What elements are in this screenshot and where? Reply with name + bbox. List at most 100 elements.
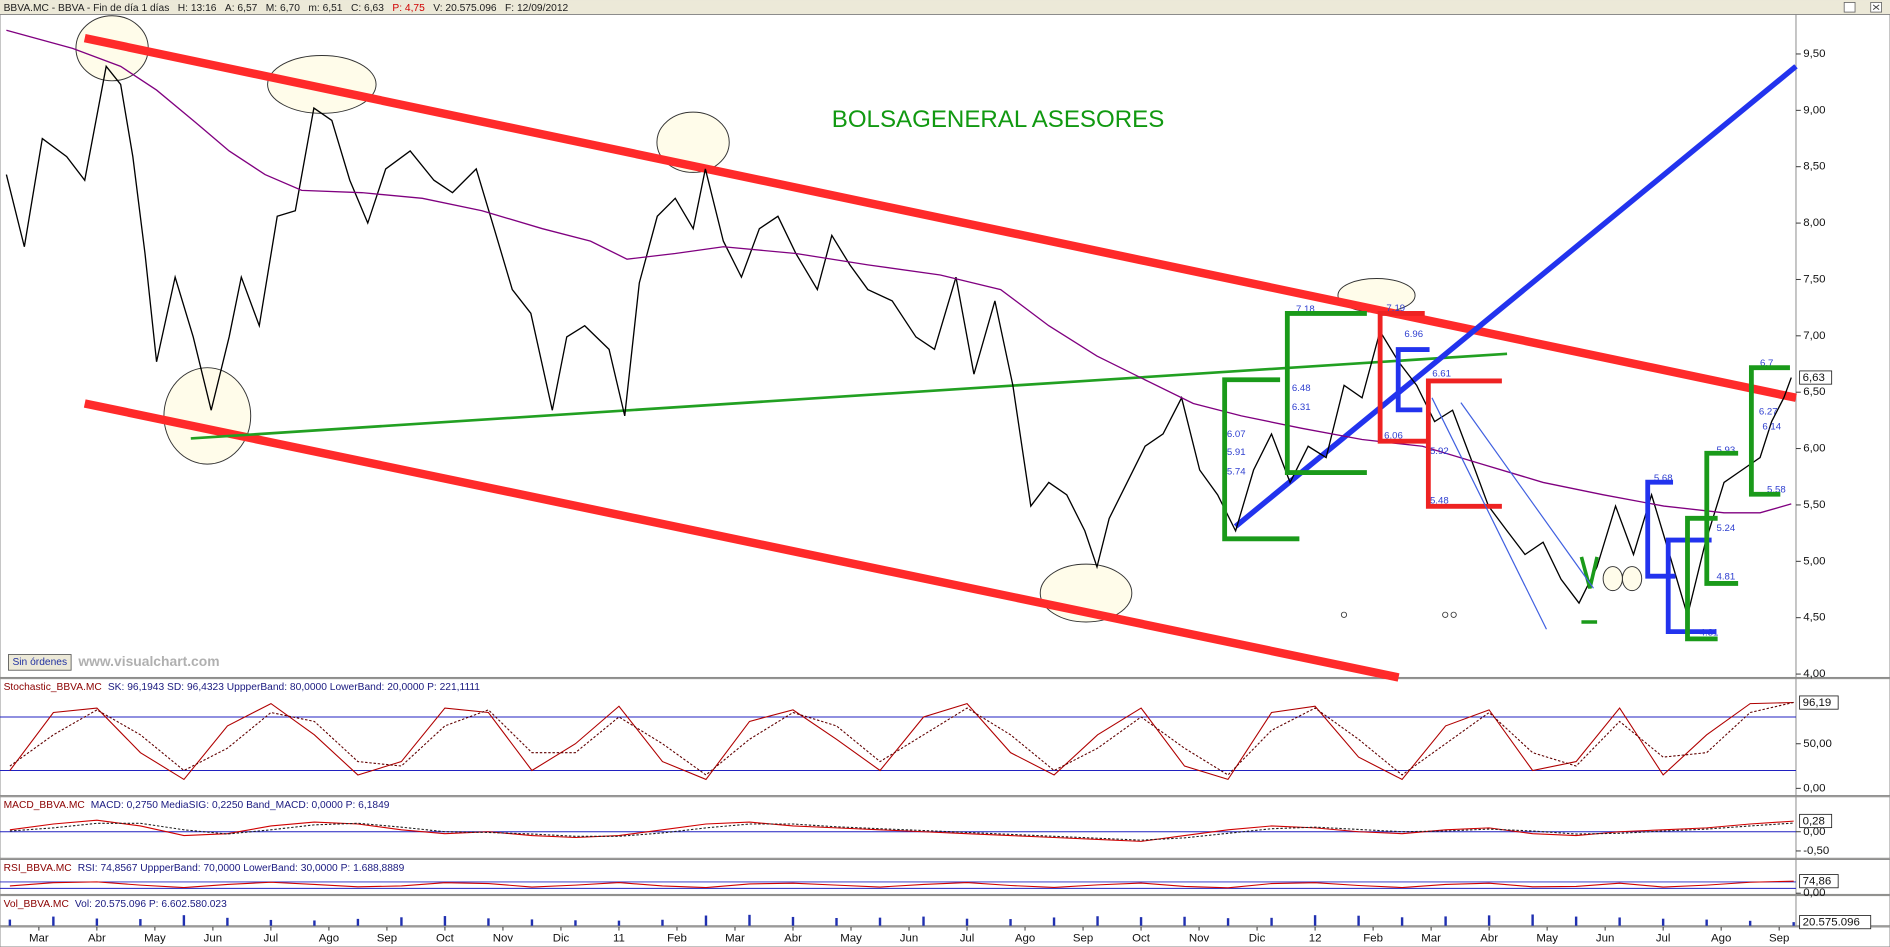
header-item: M: 6,70 [266, 3, 300, 14]
volume-bar [313, 920, 316, 926]
orders-button[interactable] [8, 654, 72, 671]
x-tick-label: Jun [1596, 932, 1614, 944]
volume-bar [1705, 919, 1708, 926]
stochastic-panel [0, 678, 1797, 797]
x-tick-label: Jul [264, 932, 279, 944]
channel-lines [1431, 397, 1594, 630]
volume-bar [8, 919, 12, 926]
price-axis [1795, 14, 1890, 678]
level-label: 5.24 [1717, 523, 1736, 534]
highlight-ellipses [75, 15, 1643, 623]
x-tick-label: Jun [900, 932, 918, 944]
volume-bar [1313, 915, 1317, 926]
header-item: V: 20.575.096 [433, 3, 497, 14]
circle [1442, 611, 1449, 618]
x-tick-label: Ago [1015, 932, 1035, 944]
blue-bracket [1395, 347, 1430, 413]
x-tick-label: Oct [436, 932, 455, 944]
panel-title: Vol_BBVA.MC Vol: 20.575.096 P: 6.602.580.… [4, 899, 228, 910]
volume-bar [530, 919, 534, 926]
green-bracket [1222, 377, 1300, 542]
trend-line [83, 399, 1400, 682]
y-tick-label: 9,50 [1803, 48, 1825, 60]
level-label: 7.18 [1296, 304, 1315, 315]
level-label: 5.92 [1430, 446, 1449, 457]
level-label: 6.61 [1432, 368, 1451, 379]
header-item: F: 12/09/2012 [505, 3, 568, 14]
level-label: 5.74 [1227, 466, 1246, 477]
volume-bar [1052, 917, 1056, 926]
blue-bracket [1645, 479, 1676, 579]
y-tick-label: 0,00 [1803, 887, 1825, 899]
green-bracket [1685, 515, 1718, 642]
volume-bar [1009, 919, 1012, 926]
y-tick-label: 4,00 [1803, 668, 1825, 680]
panel-values: MACD: 0,2750 MediaSIG: 0,2250 Band_MACD:… [91, 800, 390, 811]
x-tick-label: Dic [553, 932, 570, 944]
header-item: A: 6,57 [225, 3, 258, 14]
volume-bar [1096, 916, 1099, 926]
data-layer: 4,00 4,50 5,00 5,50 6,00 6,50 7,00 7,50 8,00 8,50… [0, 29, 1872, 944]
panel-values: RSI: 74,8567 UppperBand: 70,0000 LowerBa… [78, 863, 405, 874]
header-item: BBVA.MC - BBVA - Fin de día 1 días [4, 3, 170, 14]
y-tick-label: 50,00 [1803, 738, 1832, 750]
last-value-box [1799, 915, 1872, 930]
level-label: 6.7 [1760, 358, 1773, 369]
last-value-box [1799, 813, 1833, 829]
orders-button-label[interactable]: Sin órdenes [12, 657, 67, 668]
y-tick-label: 8,50 [1803, 161, 1825, 173]
y-tick-label: 7,00 [1803, 330, 1825, 342]
volume-bar [400, 917, 403, 926]
chart-title: BOLSAGENERAL ASESORES [832, 106, 1165, 133]
header-item: P: 4,75 [392, 3, 425, 14]
y-tick-label: 0,00 [1803, 826, 1825, 838]
level-label: 6.27 [1759, 407, 1778, 418]
level-label: 5.93 [1717, 445, 1736, 456]
channel-line [1431, 397, 1548, 630]
volume-bar [139, 919, 142, 926]
x-tick-label: Dic [1249, 932, 1266, 944]
series-line [9, 819, 1794, 842]
volume-bar [1183, 916, 1186, 926]
green-marker [1579, 556, 1599, 624]
series-line [9, 701, 1794, 781]
volume-bar [922, 916, 925, 926]
level-label: 5.48 [1430, 496, 1449, 507]
series-line [5, 64, 1792, 619]
x-tick-label: Oct [1132, 932, 1151, 944]
header-text: BBVA.MC - BBVA - Fin de día 1 días H: 13:… [4, 3, 569, 14]
level-label: 4.81 [1717, 571, 1736, 582]
volume-bar [574, 920, 577, 926]
green-bracket [1704, 450, 1739, 586]
volume-bar [1748, 920, 1752, 926]
last-value-box [1799, 370, 1833, 385]
last-value-box [1799, 874, 1839, 889]
last-value-label: 6,63 [1803, 372, 1825, 384]
last-value-label: 74,86 [1803, 876, 1832, 888]
volume-bar [617, 920, 621, 926]
volume-bar [661, 919, 664, 926]
panel-title: MACD_BBVA.MC MACD: 0,2750 MediaSIG: 0,225… [4, 800, 390, 811]
y-tick-label: -0,50 [1803, 845, 1829, 857]
red-bracket [1425, 378, 1502, 509]
close-icon [1872, 4, 1880, 11]
level-label: 6.96 [1404, 329, 1423, 340]
y-tick-label: 8,00 [1803, 217, 1825, 229]
series-line [9, 822, 1794, 841]
y-tick-label: 4,50 [1803, 612, 1825, 624]
volume-bar [1270, 917, 1273, 926]
volume-bar [1661, 918, 1665, 926]
y-tick-label: 0,00 [1803, 782, 1825, 794]
y-tick-label: 7,50 [1803, 273, 1825, 285]
volume-bar [1618, 917, 1621, 926]
volume-bar [965, 918, 969, 926]
last-value-label: 20.575.096 [1803, 917, 1860, 929]
x-tick-label: May [1536, 932, 1558, 944]
volume-bar [1792, 922, 1795, 926]
green-bracket [1748, 365, 1790, 497]
panel-name: Stochastic_BBVA.MC [4, 682, 102, 693]
restore-button[interactable] [1843, 2, 1856, 13]
volume-bar [269, 919, 273, 926]
volume-bar [487, 918, 490, 926]
